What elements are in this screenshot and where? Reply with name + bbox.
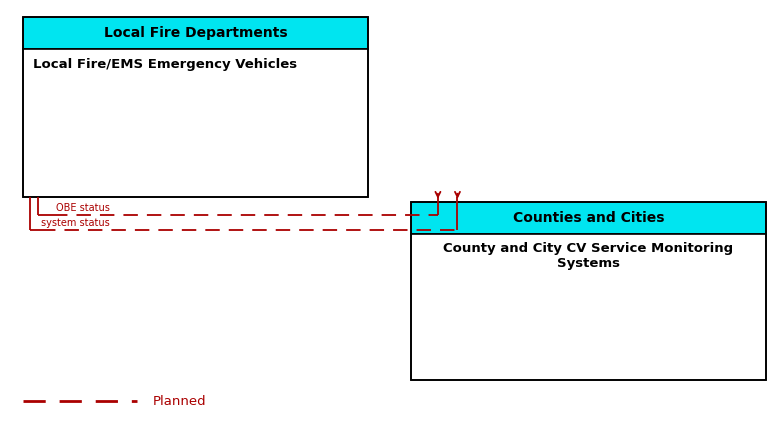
- Bar: [23, 17, 368, 49]
- Bar: [411, 202, 766, 234]
- Text: Local Fire/EMS Emergency Vehicles: Local Fire/EMS Emergency Vehicles: [33, 58, 297, 71]
- Bar: [411, 234, 766, 380]
- Text: OBE status: OBE status: [56, 203, 109, 213]
- Bar: [23, 49, 368, 197]
- Text: County and City CV Service Monitoring
Systems: County and City CV Service Monitoring Sy…: [443, 242, 734, 270]
- Bar: [23, 17, 368, 197]
- Text: Counties and Cities: Counties and Cities: [513, 211, 664, 225]
- Text: Local Fire Departments: Local Fire Departments: [104, 26, 287, 40]
- Bar: [411, 202, 766, 380]
- Text: Planned: Planned: [152, 395, 206, 408]
- Text: system status: system status: [41, 218, 110, 228]
